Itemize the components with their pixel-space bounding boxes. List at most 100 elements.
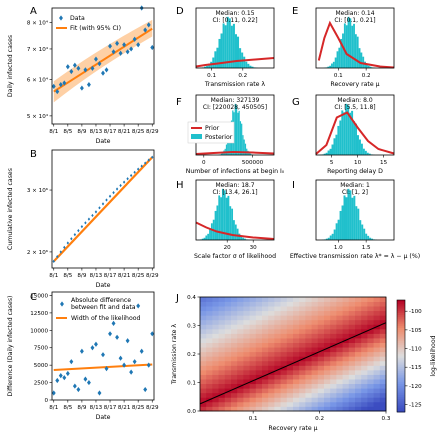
heatmap-cell: [361, 342, 368, 348]
heatmap-cell: [311, 306, 319, 312]
heatmap-cell: [286, 369, 294, 375]
heatmap-cell: [212, 369, 219, 375]
heatmap-cell: [280, 347, 288, 353]
heatmap-cell: [361, 379, 368, 385]
heatmap-cell: [311, 347, 319, 353]
heatmap-cell: [367, 397, 374, 403]
heatmap-cell: [206, 297, 213, 302]
heatmap-cell: [237, 392, 244, 398]
x-tick-label: 500000: [242, 160, 264, 166]
heatmap-cell: [373, 310, 381, 316]
heatmap-cell: [361, 347, 368, 353]
heatmap-cell: [342, 356, 350, 362]
heatmap-cell: [237, 397, 244, 403]
posterior-bar: [232, 23, 235, 68]
heatmap-cell: [286, 338, 294, 343]
colorbar-segment: [397, 408, 405, 411]
heatmap-cell: [317, 369, 325, 375]
posterior-bar: [360, 52, 363, 68]
heatmap-cell: [274, 319, 281, 325]
colorbar-segment: [397, 352, 405, 355]
heatmap-cell: [299, 406, 306, 412]
posterior-bar: [228, 134, 230, 155]
heatmap-cell: [305, 347, 312, 353]
heatmap-cell: [274, 401, 281, 407]
heatmap-cell: [243, 351, 250, 357]
heatmap-cell: [336, 328, 343, 334]
heatmap-cell: [212, 342, 219, 348]
heatmap-cell: [274, 310, 281, 316]
data-point: [55, 377, 60, 384]
heatmap-cell: [342, 360, 350, 366]
heatmap-cell: [286, 379, 294, 385]
posterior-bar: [216, 205, 219, 240]
heatmap-cell: [324, 301, 331, 307]
data-point: [87, 217, 91, 221]
x-tick-label: 8/13: [90, 405, 103, 411]
heatmap-cell: [237, 365, 244, 371]
heatmap-cell: [355, 356, 362, 362]
ci-text: CI: [0.11, 0.22]: [212, 17, 257, 24]
heatmap-cell: [255, 301, 263, 307]
heatmap-cell: [255, 369, 263, 375]
heatmap-cell: [324, 374, 331, 380]
x-tick-label: 5: [330, 160, 334, 166]
median-text: Median: 18.7: [215, 182, 254, 189]
panel-g: 5 10 15 Median: 8.0CI: [5.5, 11.8] Reporting…: [292, 94, 395, 175]
posterior-bar: [338, 47, 341, 68]
posterior-bar: [362, 56, 365, 68]
median-text: Median: 1: [340, 182, 370, 189]
heatmap-cell: [218, 301, 226, 307]
posterior-bar: [359, 220, 362, 240]
heatmap-cell: [218, 319, 226, 325]
heatmap-cell: [373, 379, 381, 385]
heatmap-cell: [293, 388, 300, 394]
data-point: [151, 155, 154, 159]
heatmap-cell: [367, 374, 374, 380]
posterior-bar: [247, 63, 250, 68]
heatmap-cell: [249, 406, 257, 412]
heatmap-cell: [218, 360, 226, 366]
data-point: [108, 331, 112, 337]
heatmap-cell: [305, 388, 312, 394]
heatmap-cell: [237, 324, 244, 330]
heatmap-cell: [249, 351, 257, 357]
heatmap-cell: [330, 360, 337, 366]
heatmap-cell: [324, 406, 331, 412]
heatmap-cell: [255, 406, 263, 412]
colorbar-tick-label: -120: [409, 384, 422, 390]
heatmap-cell: [218, 342, 226, 348]
data-point: [69, 68, 74, 75]
heatmap-cell: [361, 351, 368, 357]
data-point: [73, 233, 77, 237]
posterior-bar: [345, 25, 348, 68]
heatmap-cell: [317, 374, 325, 380]
heatmap-cell: [373, 319, 381, 325]
heatmap-cell: [305, 338, 312, 343]
axes-frame: [315, 94, 395, 156]
heatmap-cell: [231, 324, 238, 330]
posterior-bar: [341, 110, 344, 155]
data-point: [97, 390, 102, 396]
heatmap-cell: [299, 374, 306, 380]
heatmap-cell: [249, 319, 257, 325]
heatmap-cell: [286, 401, 294, 407]
heatmap-cell: [305, 397, 312, 403]
heatmap-cell: [379, 392, 387, 398]
heatmap-cell: [317, 306, 325, 312]
heatmap-cell: [218, 365, 226, 371]
posterior-bar: [357, 208, 360, 240]
legend-posterior-swatch: [191, 134, 202, 139]
heatmap-cell: [373, 383, 381, 389]
data-point: [72, 383, 77, 389]
heatmap-cell: [286, 392, 294, 398]
heatmap-cell: [286, 374, 294, 380]
heatmap-cell: [293, 342, 300, 348]
heatmap-cell: [237, 379, 244, 385]
heatmap-cell: [367, 401, 374, 407]
heatmap-cell: [249, 397, 257, 403]
heatmap-cell: [324, 369, 331, 375]
median-text: Median: 0.15: [215, 10, 254, 17]
heatmap-cell: [373, 297, 381, 302]
x-tick-label: 8/13: [90, 129, 103, 135]
